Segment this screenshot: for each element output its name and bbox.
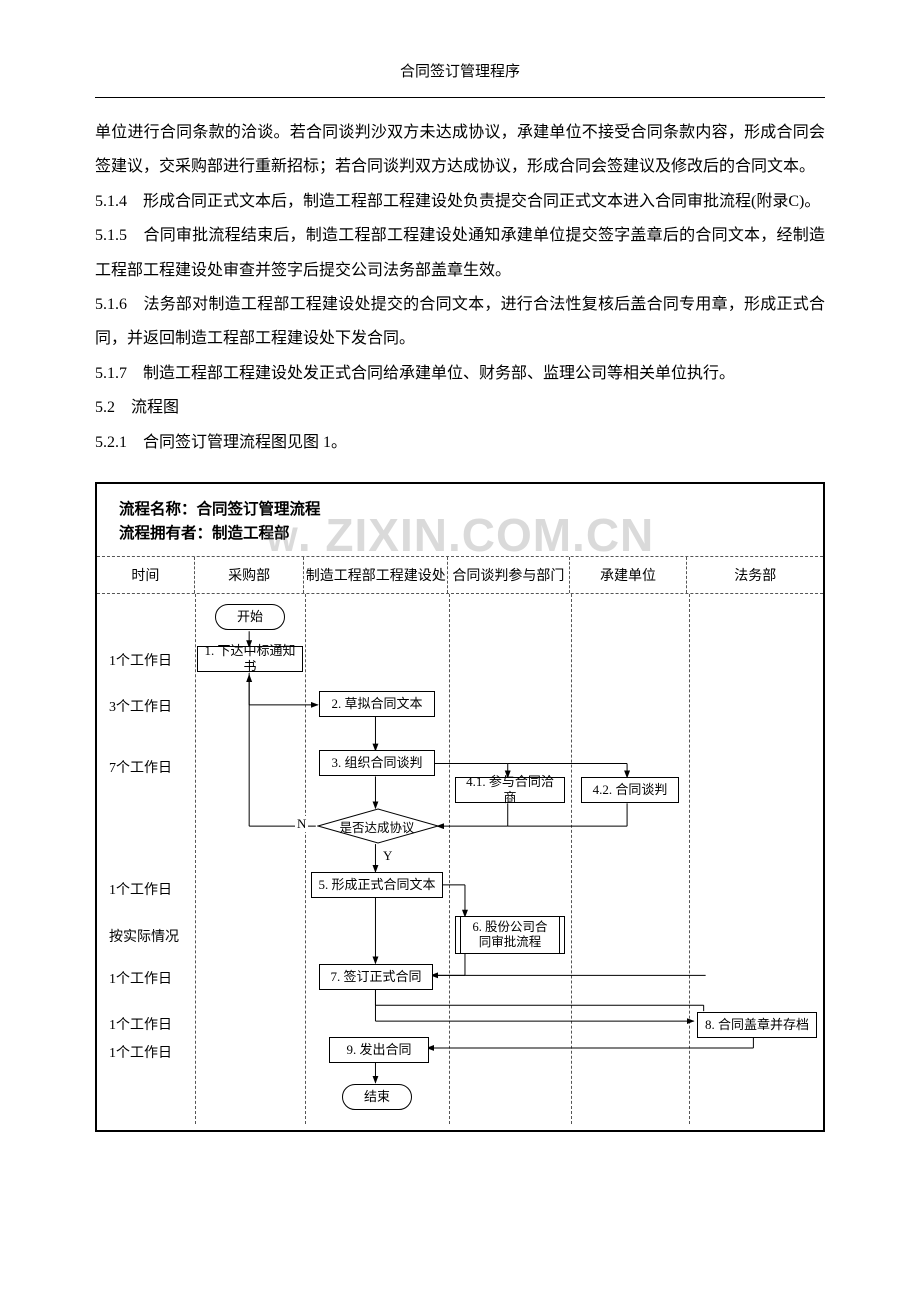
body-text: 单位进行合同条款的洽谈。若合同谈判沙双方未达成协议，承建单位不接受合同条款内容，… [95, 116, 825, 460]
node-1: 1. 下达中标通知书 [197, 646, 303, 672]
node-5: 5. 形成正式合同文本 [311, 872, 443, 898]
node-6-label: 6. 股份公司合 同审批流程 [472, 920, 547, 950]
para-6: 5.2.1 合同签订管理流程图见图 1。 [95, 426, 825, 460]
node-7: 7. 签订正式合同 [319, 964, 433, 990]
node-6: 6. 股份公司合 同审批流程 [455, 916, 565, 954]
node-decision: 是否达成协议 [317, 808, 437, 844]
node-4-2: 4.2. 合同谈判 [581, 777, 679, 803]
flowchart-title-2: 流程拥有者：制造工程部 [119, 522, 823, 546]
node-4-1: 4.1. 参与合同洽商 [455, 777, 565, 803]
col-time: 时间 [97, 557, 195, 593]
node-end: 结束 [342, 1084, 412, 1110]
swimlane-header-row: 时间 采购部 制造工程部工程建设处 合同谈判参与部门 承建单位 法务部 [97, 556, 823, 594]
swimlane-body: 1个工作日 3个工作日 7个工作日 1个工作日 按实际情况 1个工作日 1个工作… [97, 594, 823, 1124]
node-2: 2. 草拟合同文本 [319, 691, 435, 717]
para-3: 5.1.6 法务部对制造工程部工程建设处提交的合同文本，进行合法性复核后盖合同专… [95, 288, 825, 357]
page-header-title: 合同签订管理程序 [95, 60, 825, 81]
col-legal: 法务部 [687, 557, 823, 593]
header-rule [95, 97, 825, 98]
col-purch: 采购部 [195, 557, 305, 593]
node-3: 3. 组织合同谈判 [319, 750, 435, 776]
edge-label-no: N [295, 816, 308, 832]
para-5: 5.2 流程图 [95, 391, 825, 425]
col-eng: 制造工程部工程建设处 [304, 557, 448, 593]
decision-label: 是否达成协议 [317, 817, 437, 836]
para-0: 单位进行合同条款的洽谈。若合同谈判沙双方未达成协议，承建单位不接受合同条款内容，… [95, 116, 825, 185]
col-contr: 承建单位 [570, 557, 688, 593]
node-9: 9. 发出合同 [329, 1037, 429, 1063]
para-1: 5.1.4 形成合同正式文本后，制造工程部工程建设处负责提交合同正式文本进入合同… [95, 185, 825, 219]
flowchart-title-1: 流程名称：合同签订管理流程 [119, 498, 823, 522]
flowchart-header: 流程名称：合同签订管理流程 流程拥有者：制造工程部 [97, 484, 823, 556]
para-2: 5.1.5 合同审批流程结束后，制造工程部工程建设处通知承建单位提交签字盖章后的… [95, 219, 825, 288]
node-start: 开始 [215, 604, 285, 630]
col-nego: 合同谈判参与部门 [448, 557, 570, 593]
para-4: 5.1.7 制造工程部工程建设处发正式合同给承建单位、财务部、监理公司等相关单位… [95, 357, 825, 391]
node-8: 8. 合同盖章并存档 [697, 1012, 817, 1038]
flowchart-container: 流程名称：合同签订管理流程 流程拥有者：制造工程部 时间 采购部 制造工程部工程… [95, 482, 825, 1132]
edge-label-yes: Y [381, 848, 394, 864]
